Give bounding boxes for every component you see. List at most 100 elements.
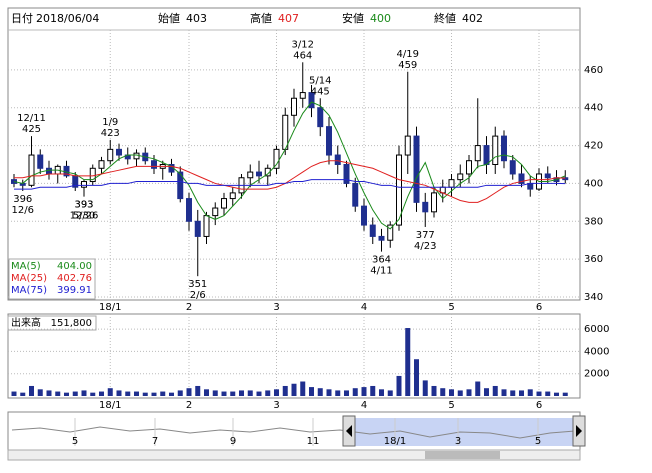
candle-body (518, 173, 525, 184)
candle-body (194, 220, 201, 237)
scrollbar-thumb[interactable] (425, 451, 500, 459)
navigator-label: 3 (455, 436, 461, 447)
y-tick-label: 440 (584, 103, 603, 114)
candle-body (186, 198, 192, 222)
candle-body (133, 152, 140, 160)
volume-bar (221, 391, 227, 396)
y-tick-label: 460 (584, 65, 603, 76)
low: 400 (370, 12, 391, 25)
volume-bar (379, 389, 384, 396)
volume-bar (545, 391, 551, 396)
candle-body (264, 167, 271, 177)
y-tick-label: 380 (584, 216, 603, 227)
volume-bar (230, 391, 236, 396)
annotation-date: 4/23 (414, 241, 436, 252)
volume-bar (405, 328, 411, 396)
volume-bar (527, 389, 533, 396)
annotation-value: 464 (293, 50, 312, 61)
volume-bar (169, 392, 174, 396)
candle-body (501, 135, 507, 162)
navigator-label: 11 (307, 436, 320, 447)
y-tick-label: 2000 (584, 369, 609, 380)
candle-body (457, 173, 464, 181)
candle-body (483, 145, 490, 165)
annotation-value: 445 (311, 86, 330, 97)
volume-bar (317, 388, 323, 396)
volume-bar (64, 392, 69, 396)
candle-body (492, 135, 499, 166)
volume-bar (186, 388, 192, 396)
volume-bar (256, 391, 262, 396)
candle-body (431, 192, 437, 213)
candle-body (334, 154, 341, 166)
volume-bar (81, 390, 87, 396)
candle-body (28, 154, 35, 186)
volume-bar (29, 385, 34, 396)
date: 2018/06/04 (36, 12, 99, 25)
volume-bar (396, 375, 402, 396)
volume-bar (326, 389, 332, 396)
navigator-label: 7 (152, 436, 158, 447)
volume-bar (510, 390, 516, 396)
volume-bar (449, 389, 454, 396)
annotation-value: 425 (22, 124, 41, 135)
annotation-value: 393 (74, 200, 93, 211)
date-label: 日付 (11, 12, 33, 25)
legend-name: MA(25) (11, 273, 47, 284)
volume-bar (37, 389, 43, 396)
annotation-date: 4/19 (397, 49, 419, 60)
y-tick-label: 400 (584, 178, 603, 189)
x-tick-label: 2 (186, 302, 192, 313)
annotation-value: 396 (13, 194, 32, 205)
candle-body (212, 207, 219, 217)
candle-body (544, 173, 551, 179)
annotation-value: 377 (416, 230, 435, 241)
candle-body (291, 97, 297, 116)
arrow-icon (346, 425, 352, 437)
x-tick-label: 6 (536, 400, 542, 411)
volume-bar (352, 388, 358, 396)
volume-bar (11, 391, 17, 396)
volume-bar (195, 385, 201, 396)
y-tick-label: 420 (584, 141, 603, 152)
volume-bar (309, 387, 314, 396)
candle-body (247, 171, 254, 179)
annotation-value: 423 (101, 128, 120, 139)
y-tick-label: 360 (584, 254, 603, 265)
close-label: 終値 (434, 11, 456, 25)
volume-bar (160, 391, 166, 396)
candle-body (413, 135, 420, 203)
annotation-date: 12/26 (70, 211, 99, 222)
x-tick-label: 4 (361, 400, 367, 411)
navigator-label: 9 (230, 436, 236, 447)
candle-body (343, 164, 350, 184)
volume-bar (466, 389, 472, 396)
annotation-date: 12/11 (17, 113, 46, 124)
annotation-value: 459 (398, 60, 417, 71)
volume-bar (344, 390, 349, 396)
scrollbar[interactable] (7, 449, 581, 461)
volume-last: 151,800 (51, 318, 92, 329)
candle-body (352, 182, 359, 207)
candle-body (361, 205, 367, 226)
volume-name: 出来高 (11, 316, 41, 329)
open-label: 始値 (158, 11, 180, 25)
volume-bar (414, 359, 419, 396)
volume-bar (55, 391, 61, 396)
open: 403 (186, 12, 207, 25)
x-tick-label: 5 (448, 302, 454, 313)
candle-body (273, 148, 280, 169)
high: 407 (278, 12, 299, 25)
candle-body (151, 160, 157, 169)
volume-bar (151, 392, 157, 396)
candle-body (466, 160, 472, 175)
candle-body (282, 114, 289, 150)
navigator-label: 18/1 (384, 436, 406, 447)
x-tick-label: 4 (361, 302, 367, 313)
ma-line (14, 179, 566, 190)
volume-bar (142, 392, 148, 396)
volume-bar (457, 390, 463, 396)
annotation-value: 393 (74, 200, 93, 211)
volume-bar (107, 388, 113, 396)
candle-body (422, 201, 429, 213)
